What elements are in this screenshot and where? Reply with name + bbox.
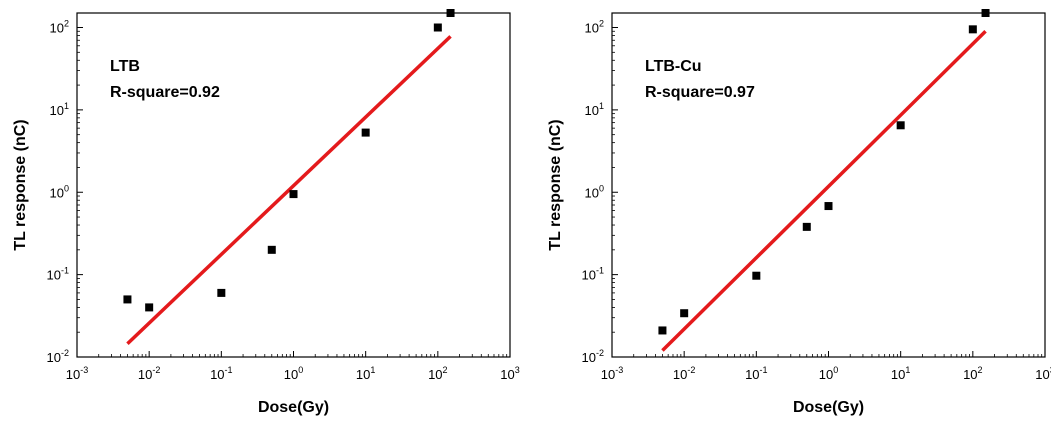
x-tick-label: 10-1 bbox=[745, 365, 767, 382]
y-tick-label: 102 bbox=[585, 19, 604, 36]
data-point bbox=[123, 295, 132, 304]
y-tick-label: 102 bbox=[50, 19, 69, 36]
y-tick-label: 10-2 bbox=[582, 348, 604, 365]
fit-line bbox=[661, 30, 987, 352]
r-square-label: R-square=0.97 bbox=[645, 84, 755, 101]
x-axis-title: Dose(Gy) bbox=[258, 399, 329, 416]
x-tick-label: 101 bbox=[891, 365, 910, 382]
x-tick-label: 100 bbox=[284, 365, 303, 382]
sample-label: LTB bbox=[110, 58, 140, 75]
data-point bbox=[217, 288, 226, 297]
y-tick-label: 101 bbox=[50, 101, 69, 118]
data-point bbox=[289, 190, 298, 199]
data-point bbox=[680, 309, 689, 318]
y-tick-label: 100 bbox=[585, 183, 604, 200]
y-tick-label: 101 bbox=[585, 101, 604, 118]
data-point bbox=[361, 128, 370, 137]
x-tick-label: 102 bbox=[963, 365, 982, 382]
x-tick-label: 10-3 bbox=[66, 365, 88, 382]
y-tick-label: 10-1 bbox=[582, 266, 604, 283]
fit-line bbox=[126, 35, 452, 345]
chart-panel-2: 10-310-210-110010110210310-210-110010110… bbox=[547, 9, 1051, 416]
x-tick-label: 10-2 bbox=[673, 365, 695, 382]
y-tick-label: 10-2 bbox=[47, 348, 69, 365]
data-point bbox=[968, 25, 977, 34]
data-point bbox=[752, 271, 761, 280]
y-axis-title: TL response (nC) bbox=[547, 119, 564, 250]
data-point bbox=[981, 9, 990, 17]
data-point bbox=[896, 121, 905, 130]
data-point bbox=[802, 222, 811, 231]
data-point bbox=[267, 245, 276, 254]
data-point bbox=[824, 202, 833, 211]
x-axis-title: Dose(Gy) bbox=[793, 399, 864, 416]
x-tick-label: 102 bbox=[428, 365, 447, 382]
y-tick-label: 10-1 bbox=[47, 266, 69, 283]
x-tick-label: 10-3 bbox=[601, 365, 623, 382]
x-tick-label: 103 bbox=[1035, 365, 1051, 382]
y-axis-title: TL response (nC) bbox=[12, 119, 29, 250]
data-point bbox=[433, 23, 442, 32]
x-tick-label: 10-2 bbox=[138, 365, 160, 382]
data-point bbox=[446, 9, 455, 17]
x-tick-label: 10-1 bbox=[210, 365, 232, 382]
x-tick-label: 103 bbox=[500, 365, 519, 382]
chart-panel-1: 10-3 10-2 10-1 100 101 102 10310-210-110010110… bbox=[12, 9, 520, 416]
data-point bbox=[145, 303, 154, 312]
r-square-label: R-square=0.92 bbox=[110, 84, 220, 101]
sample-label: LTB-Cu bbox=[645, 58, 702, 75]
x-tick-label: 101 bbox=[356, 365, 375, 382]
y-tick-label: 100 bbox=[50, 183, 69, 200]
x-tick-label: 100 bbox=[819, 365, 838, 382]
data-point bbox=[658, 326, 667, 335]
